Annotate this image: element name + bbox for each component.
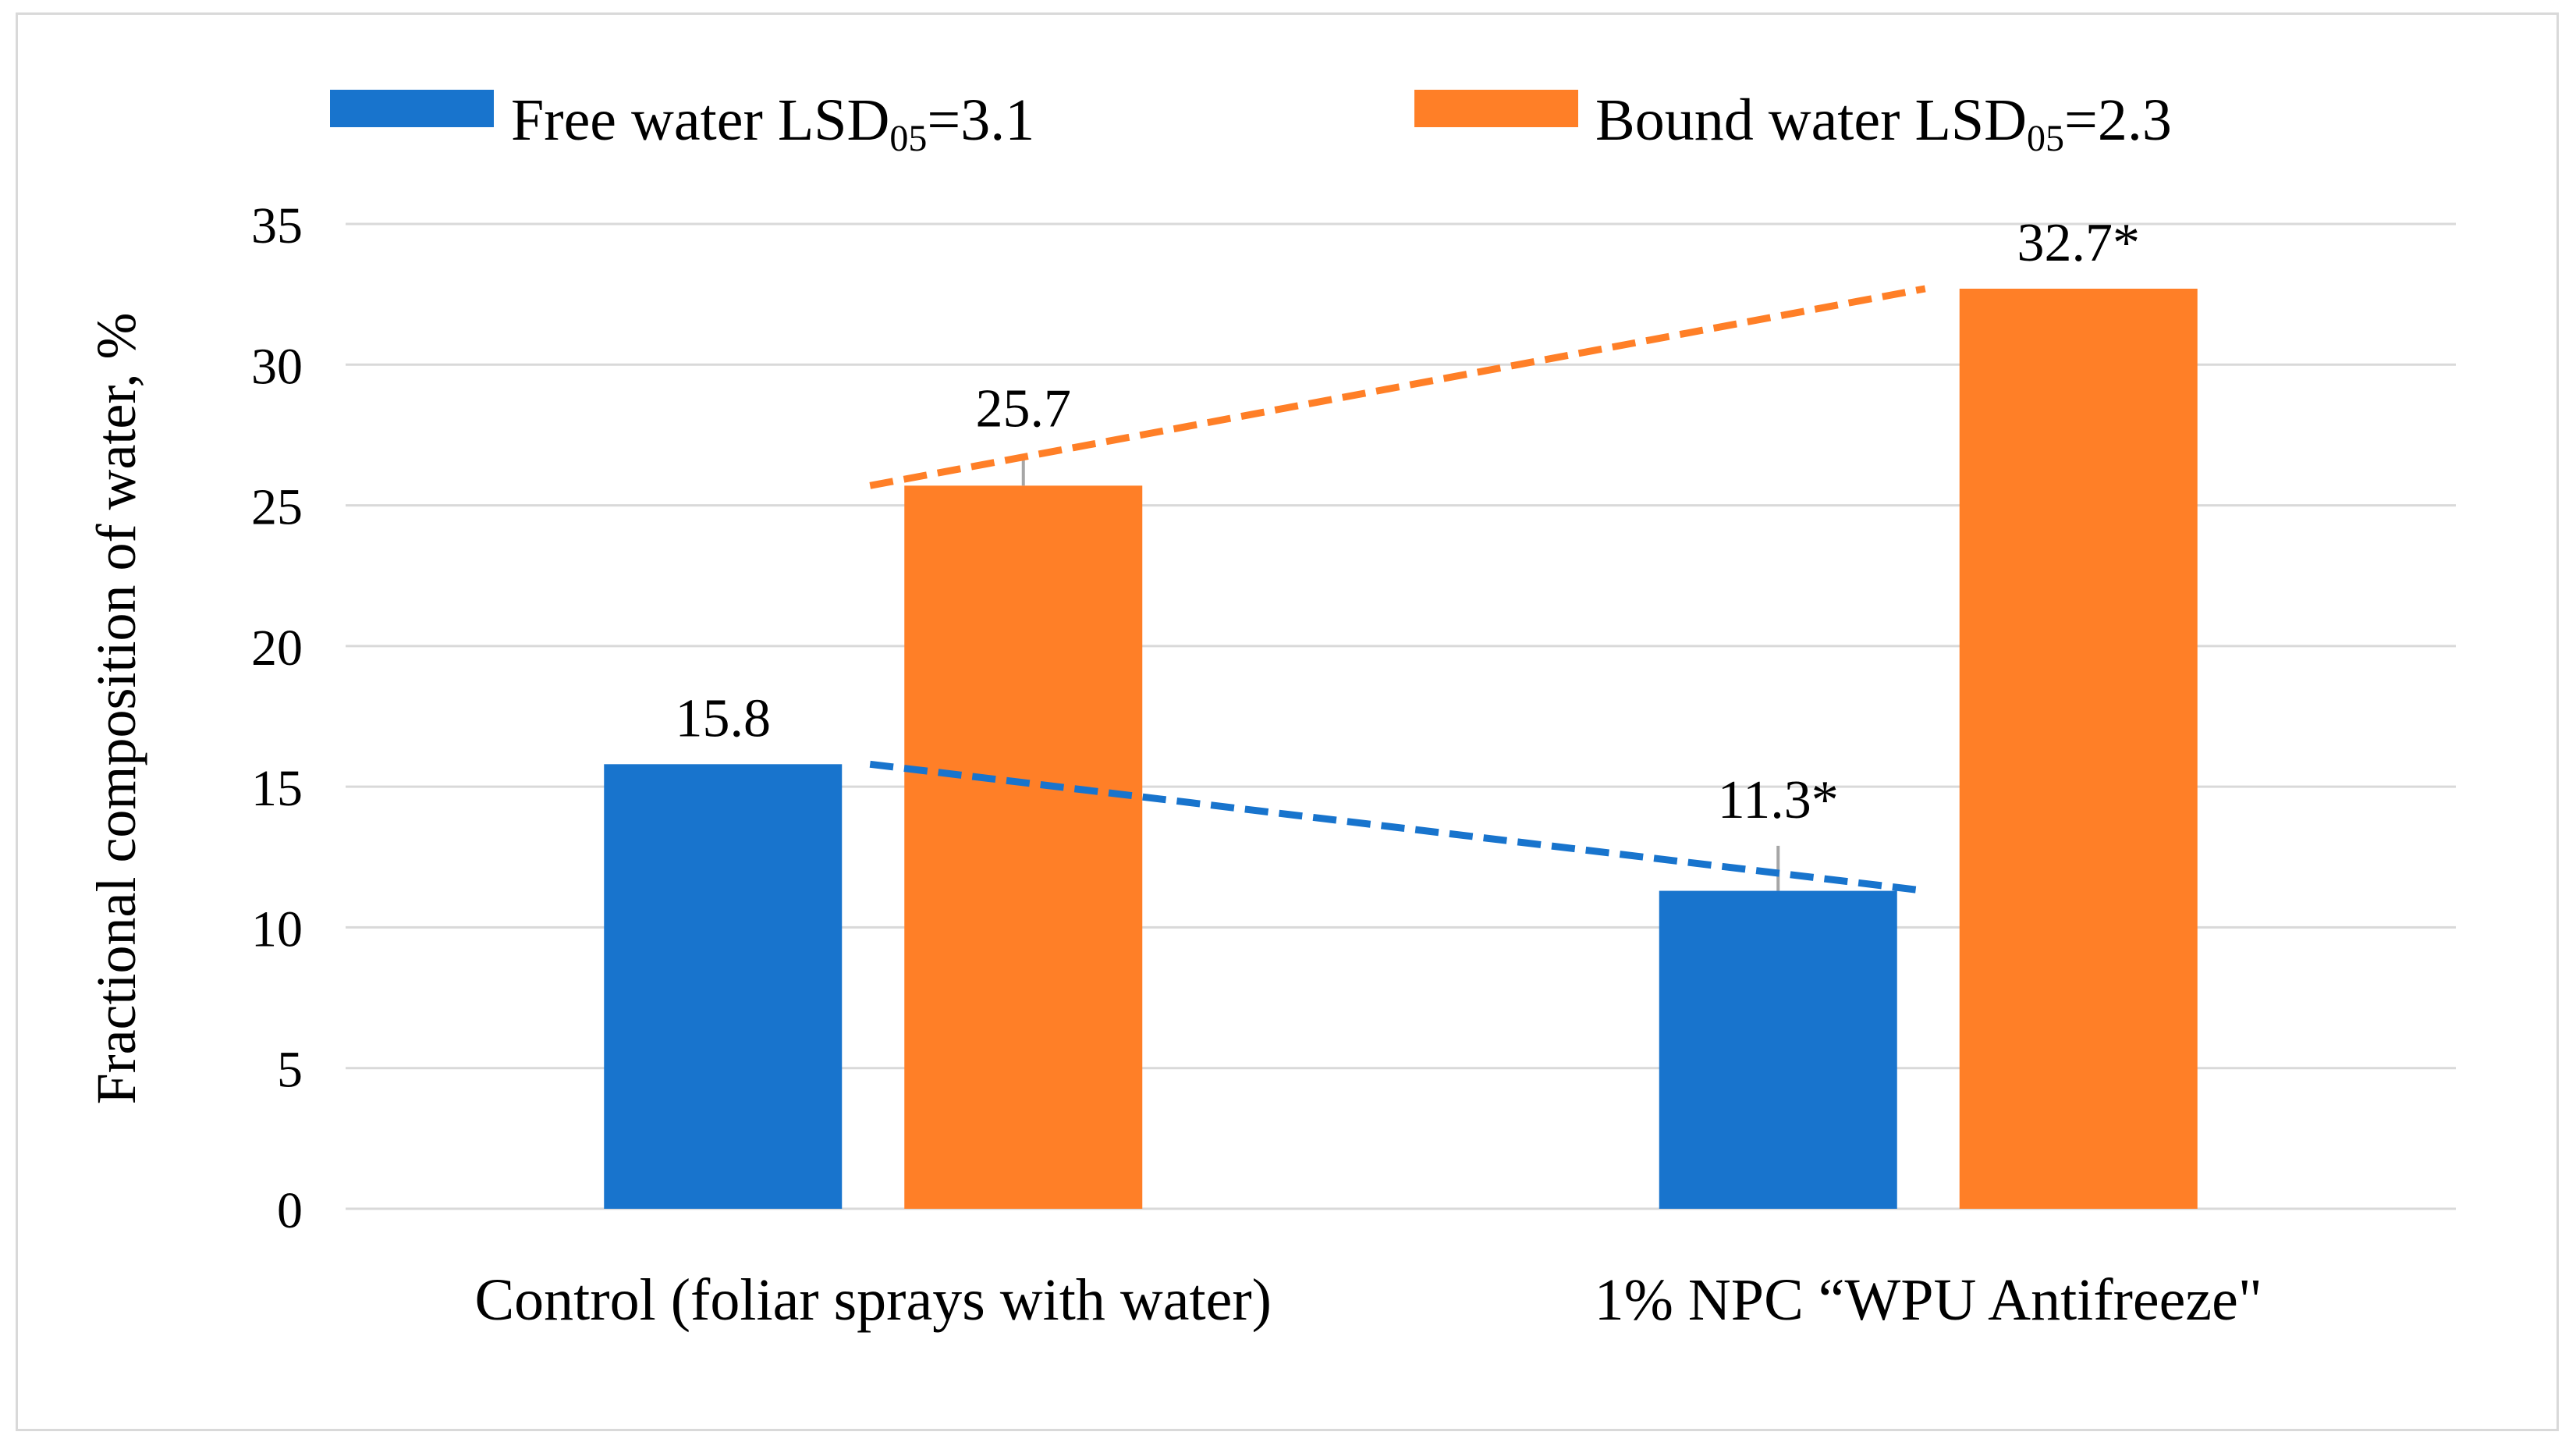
bar-bound-water-1 [1959, 288, 2198, 1210]
trendlines [869, 285, 1926, 895]
y-tick-label: 20 [251, 620, 303, 677]
data-label: 32.7* [2017, 213, 2141, 273]
legend-swatch-bound-water [1414, 90, 1578, 127]
y-axis-title: Fractional composition of water, % [85, 313, 147, 1105]
y-tick-label: 5 [277, 1042, 303, 1099]
chart-svg: 15.811.3*25.732.7* 05101520253035Control… [85, 87, 2456, 1333]
data-label: 25.7 [976, 379, 1072, 439]
bar-free-water-0 [604, 764, 843, 1209]
data-labels: 15.8 11.3* 25.7 32.7* [676, 213, 2141, 830]
y-tick-label: 35 [251, 197, 303, 254]
bars [604, 288, 2198, 1210]
y-tick-label: 30 [251, 338, 303, 395]
y-tick-label: 15 [251, 760, 303, 817]
legend-label: Free water LSD05=3.1 [511, 87, 1034, 159]
bar-bound-water-0 [904, 485, 1143, 1209]
category-label: 1% NPC “WPU Antifreeze" [1595, 1267, 2262, 1333]
data-label: 11.3* [1718, 770, 1839, 830]
y-tick-label: 25 [251, 479, 303, 536]
y-tick-label: 10 [251, 901, 303, 957]
legend-label: Bound water LSD05=2.3 [1595, 87, 2172, 159]
legend-label-main: Free water LSD [511, 87, 889, 153]
chart-frame: 15.8 11.3* 25.7 32.7* 0 5 10 15 20 25 30 35 Control… [16, 12, 2559, 1431]
y-tick-label: 0 [277, 1182, 303, 1239]
category-label: Control (foliar sprays with water) [474, 1267, 1272, 1333]
legend-label-subscript: 05 [889, 118, 927, 159]
axes: 0 5 10 15 20 25 30 35 Control (foliar sprays wit… [85, 197, 2262, 1333]
legend-label-suffix: =3.1 [927, 87, 1034, 153]
legend-swatch-free-water [330, 90, 494, 127]
legend-label-suffix: =2.3 [2064, 87, 2172, 153]
trendline-bound-water [869, 285, 1926, 489]
bar-free-water-1 [1659, 890, 1897, 1209]
legend-label-subscript: 05 [2027, 118, 2064, 159]
data-label: 15.8 [676, 688, 772, 748]
legend: Free water LSD05=3.1 Bound water LSD05=2.… [330, 87, 2172, 159]
trendline-free-water [869, 760, 1926, 895]
legend-label-main: Bound water LSD [1595, 87, 2027, 153]
